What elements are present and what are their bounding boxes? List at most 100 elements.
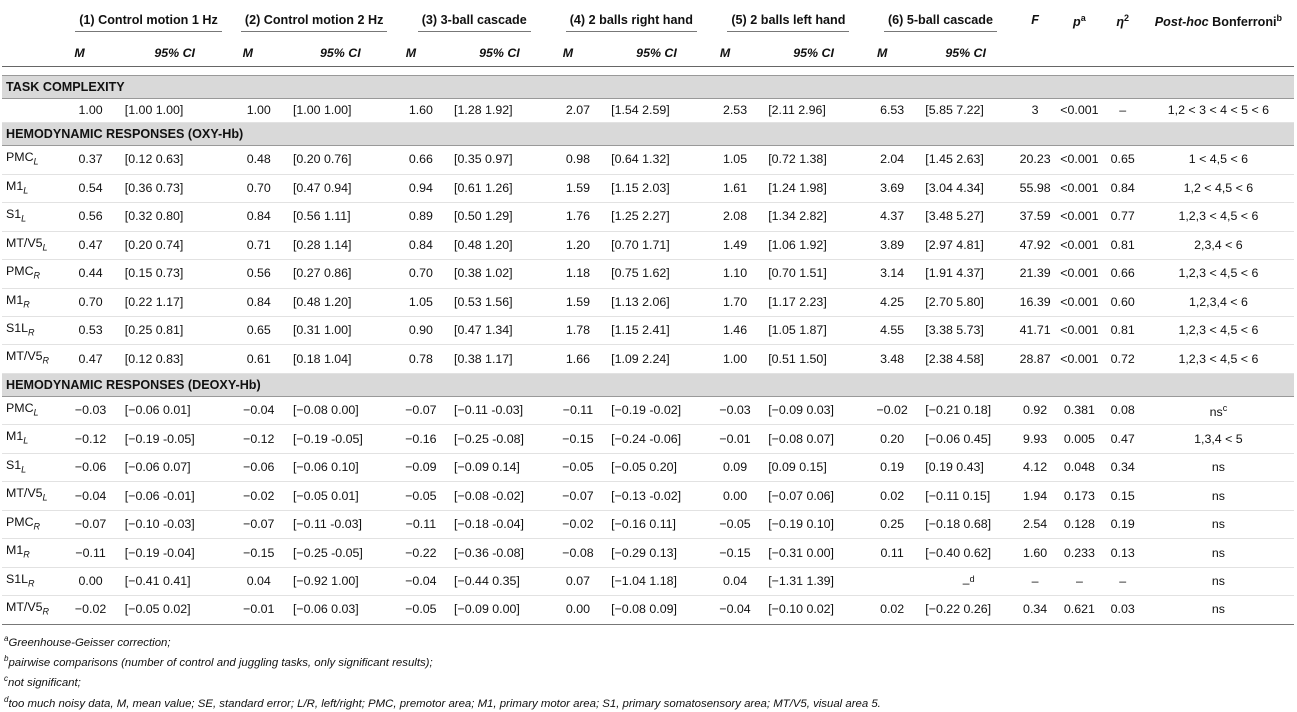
footnote: aGreenhouse-Geisser correction; bbox=[4, 633, 171, 649]
value-cell: 1.78 bbox=[552, 316, 604, 346]
ci-cell: [−0.16 0.11] bbox=[603, 510, 710, 540]
table-row: M1R −0.11 [−0.19 -0.04] −0.15 [−0.25 -0.05] −… bbox=[2, 538, 1294, 568]
row-label: M1L bbox=[2, 174, 65, 204]
ci-cell: [0.47 1.34] bbox=[446, 316, 553, 346]
ci-cell: [−0.25 -0.05] bbox=[284, 538, 396, 568]
value-cell: −0.05 bbox=[395, 595, 447, 625]
value-cell: 0.233 bbox=[1056, 538, 1103, 568]
value-cell: −0.22 bbox=[395, 538, 447, 568]
value-cell: 9.93 bbox=[1013, 424, 1057, 454]
posthoc-cell: ns bbox=[1142, 595, 1294, 625]
ci-cell: [0.22 1.17] bbox=[116, 288, 233, 318]
ci-cell: [1.15 2.03] bbox=[603, 174, 710, 204]
value-cell: 2.53 bbox=[709, 98, 761, 124]
value-cell: 21.39 bbox=[1013, 259, 1057, 289]
value-cell: 0.47 bbox=[64, 231, 117, 261]
value-cell: 0.53 bbox=[64, 316, 117, 346]
value-cell: 0.621 bbox=[1056, 595, 1103, 625]
ci-cell: [−0.19 -0.04] bbox=[116, 538, 233, 568]
ci-cell: [3.38 5.73] bbox=[917, 316, 1014, 346]
value-cell: 47.92 bbox=[1013, 231, 1057, 261]
value-cell: 0.81 bbox=[1102, 316, 1143, 346]
value-cell: −0.05 bbox=[395, 481, 447, 511]
row-label: MT/V5L bbox=[2, 481, 65, 511]
ci-cell: [−0.40 0.62] bbox=[917, 538, 1014, 568]
value-cell: 0.11 bbox=[866, 538, 918, 568]
ci-cell: [1.06 1.92] bbox=[760, 231, 867, 261]
row-label: M1L bbox=[2, 424, 65, 454]
value-cell: 1.66 bbox=[552, 344, 604, 374]
table-row: M1R 0.70 [0.22 1.17] 0.84 [0.48 1.20] 1.05 [0.… bbox=[2, 288, 1294, 318]
ci-cell: [1.05 1.87] bbox=[760, 316, 867, 346]
value-cell: – bbox=[1056, 567, 1103, 597]
value-cell: 0.04 bbox=[232, 567, 285, 597]
ci-cell: [−0.24 -0.06] bbox=[603, 424, 710, 454]
ci-cell: [−0.10 0.02] bbox=[760, 595, 867, 625]
value-cell: 0.04 bbox=[709, 567, 761, 597]
value-cell: – bbox=[1013, 567, 1057, 597]
value-cell: −0.15 bbox=[709, 538, 761, 568]
ci-cell: [−0.06 -0.01] bbox=[116, 481, 233, 511]
value-cell: 1.20 bbox=[552, 231, 604, 261]
posthoc-cell: 1,2,3 < 4,5 < 6 bbox=[1142, 344, 1294, 374]
ci-cell: [−0.19 -0.02] bbox=[603, 396, 710, 426]
value-cell: −0.01 bbox=[232, 595, 285, 625]
value-cell: 0.70 bbox=[232, 174, 285, 204]
value-cell bbox=[866, 567, 918, 597]
ci-cell: [0.12 0.63] bbox=[116, 145, 233, 175]
value-cell: 1.10 bbox=[709, 259, 761, 289]
ci-cell: [−0.18 -0.04] bbox=[446, 510, 553, 540]
ci-cell: [1.13 2.06] bbox=[603, 288, 710, 318]
group-header-6: (6) 5-ball cascade bbox=[867, 0, 1014, 40]
ci-cell: [0.50 1.29] bbox=[446, 202, 553, 232]
value-cell: 0.90 bbox=[395, 316, 447, 346]
section-header: TASK COMPLEXITY bbox=[2, 75, 1294, 100]
ci-cell: [0.20 0.74] bbox=[116, 231, 233, 261]
table-row: PMCR −0.07 [−0.10 -0.03] −0.07 [−0.11 -0.03]… bbox=[2, 510, 1294, 540]
footnote: dtoo much noisy data, M, mean value; SE,… bbox=[4, 694, 881, 710]
value-cell: −0.05 bbox=[552, 453, 604, 483]
section-title: TASK COMPLEXITY bbox=[2, 75, 1294, 100]
value-cell: 6.53 bbox=[866, 98, 918, 124]
ci-cell: [0.31 1.00] bbox=[284, 316, 396, 346]
value-cell: 0.77 bbox=[1102, 202, 1143, 232]
value-cell: 2.08 bbox=[709, 202, 761, 232]
row-label: MT/V5R bbox=[2, 595, 65, 625]
value-cell: 1.46 bbox=[709, 316, 761, 346]
value-cell: 1.59 bbox=[552, 174, 604, 204]
ci-cell: [0.32 0.80] bbox=[116, 202, 233, 232]
value-cell: 3.69 bbox=[866, 174, 918, 204]
ci-cell: [1.24 1.98] bbox=[760, 174, 867, 204]
table-row: M1L 0.54 [0.36 0.73] 0.70 [0.47 0.94] 0.94 [0.… bbox=[2, 174, 1294, 204]
value-cell: 0.128 bbox=[1056, 510, 1103, 540]
value-cell: −0.07 bbox=[552, 481, 604, 511]
header-corner bbox=[2, 0, 64, 40]
value-cell: 0.048 bbox=[1056, 453, 1103, 483]
value-cell: 1.05 bbox=[395, 288, 447, 318]
posthoc-cell: 1,2,3 < 4,5 < 6 bbox=[1142, 316, 1294, 346]
ci-header: 95% CI bbox=[284, 40, 396, 68]
ci-cell: [−0.11 -0.03] bbox=[446, 396, 553, 426]
value-cell: 0.08 bbox=[1102, 396, 1143, 426]
row-label bbox=[2, 98, 65, 124]
ci-cell: [−0.10 -0.03] bbox=[116, 510, 233, 540]
ci-cell: [−0.41 0.41] bbox=[116, 567, 233, 597]
value-cell: 0.13 bbox=[1102, 538, 1143, 568]
ci-cell: [0.48 1.20] bbox=[284, 288, 396, 318]
ci-cell: [−0.06 0.01] bbox=[116, 396, 233, 426]
m-header: M bbox=[709, 40, 761, 68]
value-cell: 1.49 bbox=[709, 231, 761, 261]
ci-cell: [−0.05 0.01] bbox=[284, 481, 396, 511]
value-cell: – bbox=[1102, 98, 1143, 124]
ci-cell: [1.15 2.41] bbox=[603, 316, 710, 346]
ci-cell: [−0.44 0.35] bbox=[446, 567, 553, 597]
value-cell: 55.98 bbox=[1013, 174, 1057, 204]
value-cell: 0.70 bbox=[395, 259, 447, 289]
value-cell: 37.59 bbox=[1013, 202, 1057, 232]
ci-cell: [1.00 1.00] bbox=[116, 98, 233, 124]
value-cell: 2.54 bbox=[1013, 510, 1057, 540]
ci-cell: [−0.09 0.14] bbox=[446, 453, 553, 483]
value-cell: −0.09 bbox=[395, 453, 447, 483]
value-cell: 1.59 bbox=[552, 288, 604, 318]
ci-cell: [−0.19 0.10] bbox=[760, 510, 867, 540]
